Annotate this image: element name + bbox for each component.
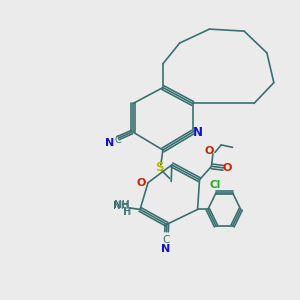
Text: Cl: Cl	[210, 180, 221, 190]
Text: NH: NH	[113, 202, 128, 212]
Text: NH: NH	[114, 200, 129, 210]
Text: C: C	[163, 235, 170, 245]
Text: N: N	[105, 138, 114, 148]
Text: H: H	[123, 207, 130, 217]
Text: O: O	[205, 146, 214, 156]
Text: N: N	[193, 126, 203, 139]
Text: N: N	[161, 244, 171, 254]
Text: C: C	[114, 135, 121, 145]
Text: O: O	[137, 178, 146, 188]
Text: H: H	[124, 207, 131, 218]
Text: O: O	[222, 163, 232, 173]
Text: S: S	[155, 161, 164, 174]
Text: NH: NH	[114, 200, 129, 210]
